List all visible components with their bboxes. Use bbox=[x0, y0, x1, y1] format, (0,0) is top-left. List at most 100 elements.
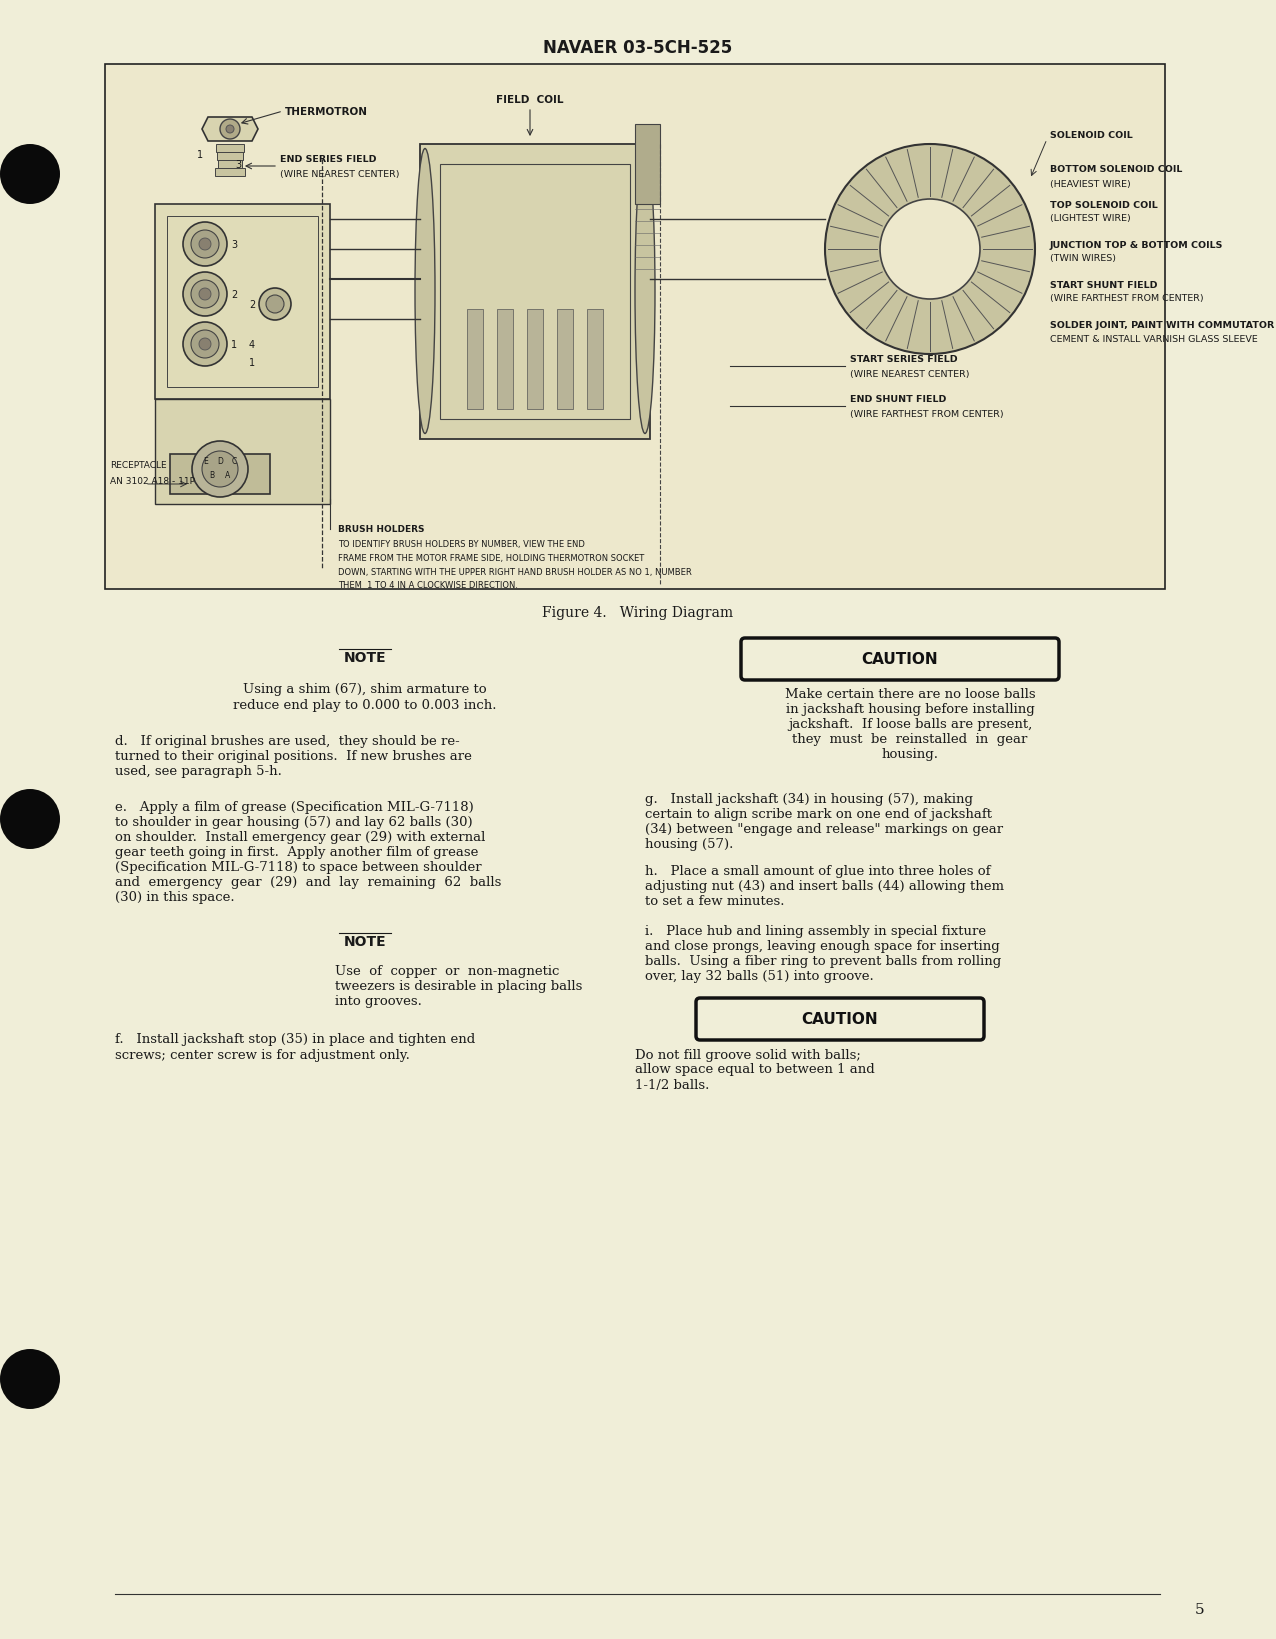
Text: B: B bbox=[209, 472, 214, 480]
Text: on shoulder.  Install emergency gear (29) with external: on shoulder. Install emergency gear (29)… bbox=[115, 831, 485, 844]
Bar bbox=[218, 161, 242, 169]
Text: Make certain there are no loose balls: Make certain there are no loose balls bbox=[785, 688, 1035, 701]
Text: turned to their original positions.  If new brushes are: turned to their original positions. If n… bbox=[115, 751, 472, 764]
Text: 3: 3 bbox=[231, 239, 237, 249]
Ellipse shape bbox=[635, 149, 655, 434]
Text: A: A bbox=[226, 472, 231, 480]
Text: TO IDENTIFY BRUSH HOLDERS BY NUMBER, VIEW THE END: TO IDENTIFY BRUSH HOLDERS BY NUMBER, VIE… bbox=[338, 539, 584, 547]
Text: SOLDER JOINT, PAINT WITH COMMUTATOR: SOLDER JOINT, PAINT WITH COMMUTATOR bbox=[1050, 320, 1275, 329]
Circle shape bbox=[219, 120, 240, 139]
Text: FIELD  COIL: FIELD COIL bbox=[496, 95, 564, 105]
Text: CAUTION: CAUTION bbox=[861, 652, 938, 667]
Text: START SHUNT FIELD: START SHUNT FIELD bbox=[1050, 280, 1157, 290]
Text: NAVAER 03-5CH-525: NAVAER 03-5CH-525 bbox=[544, 39, 732, 57]
Circle shape bbox=[199, 288, 211, 302]
Circle shape bbox=[182, 272, 227, 316]
Text: D: D bbox=[217, 457, 223, 465]
Text: 1-1/2 balls.: 1-1/2 balls. bbox=[635, 1078, 709, 1092]
Bar bbox=[216, 144, 244, 152]
Text: END SERIES FIELD: END SERIES FIELD bbox=[279, 156, 376, 164]
Text: END SHUNT FIELD: END SHUNT FIELD bbox=[850, 395, 947, 405]
Text: certain to align scribe mark on one end of jackshaft: certain to align scribe mark on one end … bbox=[644, 808, 991, 821]
Circle shape bbox=[0, 1349, 60, 1410]
Text: Figure 4.   Wiring Diagram: Figure 4. Wiring Diagram bbox=[542, 606, 734, 620]
Circle shape bbox=[182, 323, 227, 367]
Text: 2: 2 bbox=[249, 300, 255, 310]
Text: (34) between "engage and release" markings on gear: (34) between "engage and release" markin… bbox=[644, 823, 1003, 836]
Bar bbox=[467, 310, 484, 410]
Circle shape bbox=[259, 288, 291, 321]
Text: Do not fill groove solid with balls;: Do not fill groove solid with balls; bbox=[635, 1047, 861, 1060]
Text: jackshaft.  If loose balls are present,: jackshaft. If loose balls are present, bbox=[787, 718, 1032, 731]
Text: BRUSH HOLDERS: BRUSH HOLDERS bbox=[338, 524, 425, 534]
Text: (HEAVIEST WIRE): (HEAVIEST WIRE) bbox=[1050, 179, 1131, 188]
Text: (Specification MIL-G-7118) to space between shoulder: (Specification MIL-G-7118) to space betw… bbox=[115, 860, 481, 874]
Bar bbox=[214, 169, 245, 177]
Circle shape bbox=[199, 339, 211, 351]
Text: used, see paragraph 5-h.: used, see paragraph 5-h. bbox=[115, 765, 282, 779]
Bar bbox=[587, 310, 604, 410]
Text: to shoulder in gear housing (57) and lay 62 balls (30): to shoulder in gear housing (57) and lay… bbox=[115, 816, 472, 829]
Bar bbox=[420, 144, 649, 439]
Text: into grooves.: into grooves. bbox=[336, 995, 422, 1008]
Text: RECEPTACLE: RECEPTACLE bbox=[110, 461, 167, 469]
Text: over, lay 32 balls (51) into groove.: over, lay 32 balls (51) into groove. bbox=[644, 970, 874, 983]
Text: C: C bbox=[231, 457, 236, 465]
Text: 1: 1 bbox=[231, 339, 237, 349]
Text: i.   Place hub and lining assembly in special fixture: i. Place hub and lining assembly in spec… bbox=[644, 924, 986, 938]
Text: and close prongs, leaving enough space for inserting: and close prongs, leaving enough space f… bbox=[644, 939, 1000, 952]
Text: (WIRE NEAREST CENTER): (WIRE NEAREST CENTER) bbox=[279, 170, 399, 179]
Text: 1: 1 bbox=[249, 357, 255, 367]
Text: 1: 1 bbox=[197, 149, 203, 161]
Text: Using a shim (67), shim armature to: Using a shim (67), shim armature to bbox=[244, 683, 487, 697]
Text: 5: 5 bbox=[1196, 1601, 1205, 1616]
Bar bbox=[496, 310, 513, 410]
Text: (TWIN WIRES): (TWIN WIRES) bbox=[1050, 254, 1116, 264]
Ellipse shape bbox=[415, 149, 435, 434]
Text: tweezers is desirable in placing balls: tweezers is desirable in placing balls bbox=[336, 980, 582, 993]
Text: housing.: housing. bbox=[882, 747, 939, 760]
Text: FRAME FROM THE MOTOR FRAME SIDE, HOLDING THERMOTRON SOCKET: FRAME FROM THE MOTOR FRAME SIDE, HOLDING… bbox=[338, 554, 644, 562]
Bar bbox=[527, 310, 544, 410]
Bar bbox=[154, 205, 330, 400]
Text: screws; center screw is for adjustment only.: screws; center screw is for adjustment o… bbox=[115, 1047, 410, 1060]
Circle shape bbox=[182, 223, 227, 267]
Text: 3: 3 bbox=[235, 161, 241, 170]
Text: e.   Apply a film of grease (Specification MIL-G-7118): e. Apply a film of grease (Specification… bbox=[115, 801, 473, 815]
Circle shape bbox=[265, 295, 285, 313]
Text: gear teeth going in first.  Apply another film of grease: gear teeth going in first. Apply another… bbox=[115, 846, 478, 859]
Circle shape bbox=[191, 280, 219, 308]
Text: (30) in this space.: (30) in this space. bbox=[115, 892, 235, 905]
Text: TOP SOLENOID COIL: TOP SOLENOID COIL bbox=[1050, 200, 1157, 210]
Circle shape bbox=[202, 452, 239, 488]
Bar bbox=[170, 454, 271, 495]
FancyBboxPatch shape bbox=[741, 639, 1059, 680]
Text: BOTTOM SOLENOID COIL: BOTTOM SOLENOID COIL bbox=[1050, 166, 1183, 174]
Circle shape bbox=[0, 144, 60, 205]
Text: DOWN, STARTING WITH THE UPPER RIGHT HAND BRUSH HOLDER AS NO 1, NUMBER: DOWN, STARTING WITH THE UPPER RIGHT HAND… bbox=[338, 567, 692, 577]
Bar bbox=[105, 66, 1165, 590]
Polygon shape bbox=[202, 118, 258, 143]
Text: (WIRE FARTHEST FROM CENTER): (WIRE FARTHEST FROM CENTER) bbox=[1050, 295, 1203, 303]
Text: balls.  Using a fiber ring to prevent balls from rolling: balls. Using a fiber ring to prevent bal… bbox=[644, 956, 1002, 969]
Text: h.   Place a small amount of glue into three holes of: h. Place a small amount of glue into thr… bbox=[644, 865, 990, 879]
Text: allow space equal to between 1 and: allow space equal to between 1 and bbox=[635, 1062, 875, 1075]
FancyBboxPatch shape bbox=[695, 998, 984, 1041]
Circle shape bbox=[226, 126, 234, 134]
Text: START SERIES FIELD: START SERIES FIELD bbox=[850, 356, 957, 364]
Text: THERMOTRON: THERMOTRON bbox=[285, 107, 367, 116]
Bar bbox=[167, 216, 318, 388]
Text: 4: 4 bbox=[249, 339, 255, 349]
Text: E: E bbox=[204, 457, 208, 465]
Bar bbox=[558, 310, 573, 410]
Text: NOTE: NOTE bbox=[343, 934, 387, 949]
Text: they  must  be  reinstalled  in  gear: they must be reinstalled in gear bbox=[792, 733, 1027, 746]
Text: Use  of  copper  or  non-magnetic: Use of copper or non-magnetic bbox=[336, 965, 559, 978]
Circle shape bbox=[199, 239, 211, 251]
Circle shape bbox=[0, 790, 60, 849]
Text: AN 3102 A18 - 11P: AN 3102 A18 - 11P bbox=[110, 477, 195, 487]
Text: housing (57).: housing (57). bbox=[644, 838, 734, 851]
Circle shape bbox=[880, 200, 980, 300]
Text: f.   Install jackshaft stop (35) in place and tighten end: f. Install jackshaft stop (35) in place … bbox=[115, 1033, 475, 1046]
Text: (WIRE FARTHEST FROM CENTER): (WIRE FARTHEST FROM CENTER) bbox=[850, 410, 1004, 418]
